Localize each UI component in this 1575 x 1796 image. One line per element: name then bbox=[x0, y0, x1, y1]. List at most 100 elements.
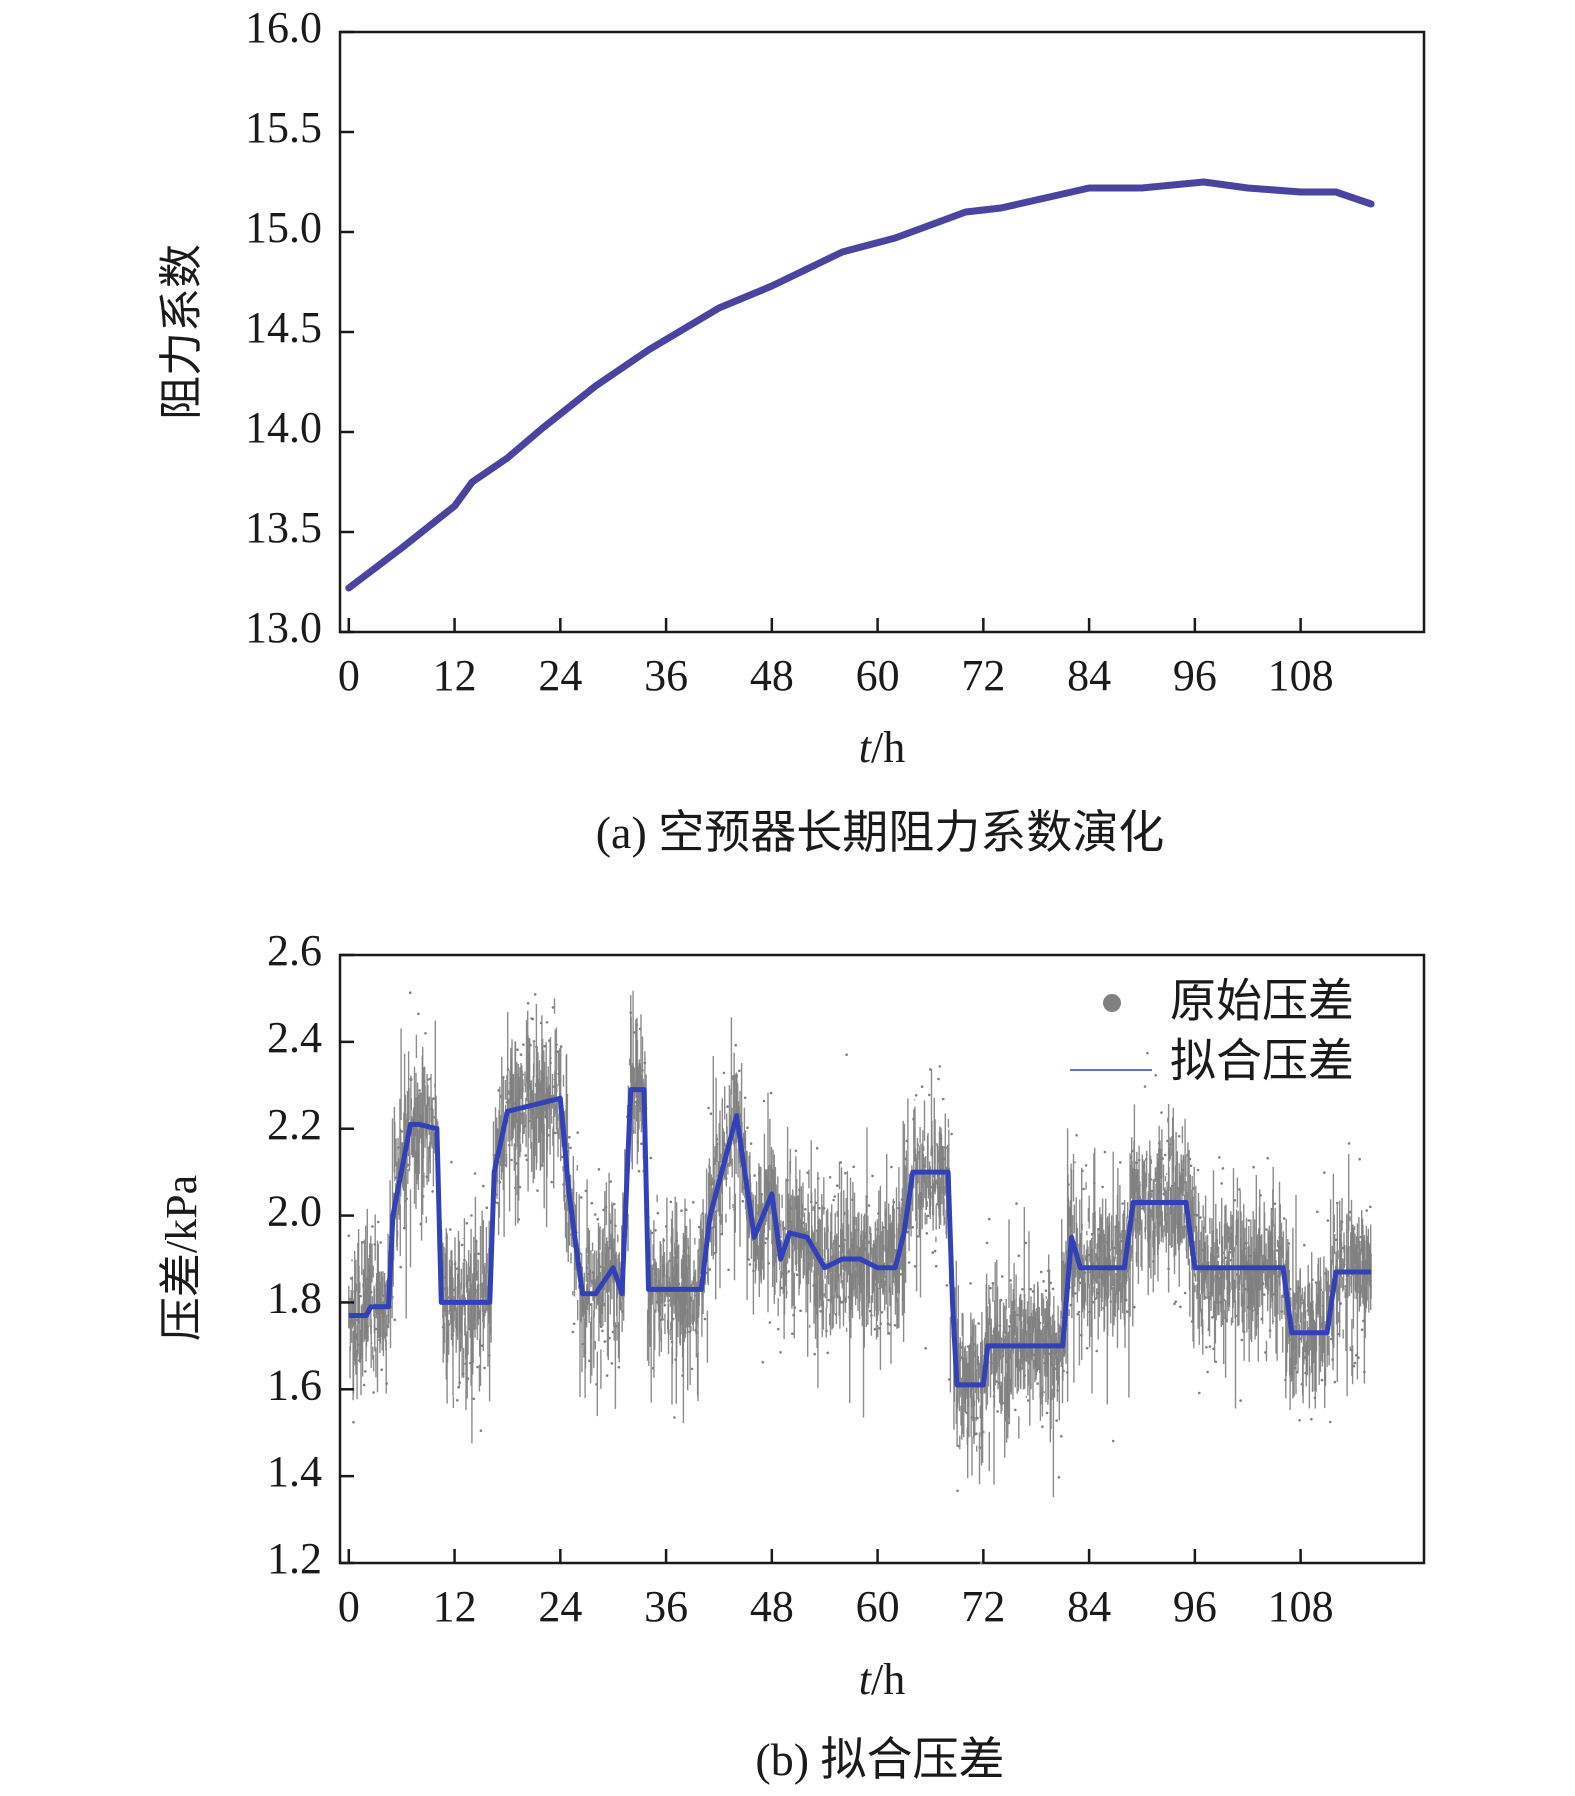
raw-point bbox=[692, 1201, 695, 1204]
raw-point bbox=[1358, 1157, 1361, 1161]
raw-point bbox=[456, 1399, 459, 1402]
raw-point bbox=[753, 1174, 756, 1177]
raw-point bbox=[454, 1267, 458, 1271]
raw-point bbox=[883, 1275, 886, 1278]
raw-point bbox=[510, 1158, 513, 1162]
raw-point bbox=[722, 1071, 726, 1075]
raw-point bbox=[380, 1368, 384, 1371]
raw-point bbox=[1206, 1370, 1209, 1374]
raw-point bbox=[1121, 1202, 1124, 1205]
raw-point bbox=[779, 1351, 782, 1354]
raw-point bbox=[605, 1374, 609, 1377]
raw-point bbox=[640, 1142, 643, 1145]
raw-point bbox=[1036, 1382, 1039, 1385]
raw-point bbox=[374, 1327, 378, 1331]
raw-point bbox=[1161, 1157, 1164, 1160]
raw-point bbox=[517, 1218, 520, 1221]
raw-point bbox=[1146, 1051, 1149, 1055]
raw-point bbox=[1074, 1292, 1077, 1295]
raw-point bbox=[765, 1237, 768, 1240]
raw-point bbox=[787, 1270, 791, 1273]
legend-label-raw: 原始压差 bbox=[1170, 976, 1354, 1027]
raw-point bbox=[1009, 1279, 1012, 1282]
raw-point bbox=[780, 1286, 783, 1290]
y-tick-label: 15.0 bbox=[245, 203, 322, 252]
raw-point bbox=[914, 1094, 918, 1097]
raw-point bbox=[1268, 1329, 1272, 1332]
raw-point bbox=[944, 1146, 947, 1149]
raw-point bbox=[1336, 1201, 1339, 1205]
raw-point bbox=[1273, 1202, 1277, 1205]
raw-point bbox=[842, 1238, 846, 1242]
y-tick-label: 1.8 bbox=[267, 1274, 322, 1323]
raw-point bbox=[424, 1032, 427, 1035]
raw-point bbox=[1170, 1184, 1174, 1188]
x-tick-label: 108 bbox=[1268, 651, 1334, 700]
x-axis-a: 0 12 24 36 48 60 72 84 96 108 bbox=[338, 618, 1334, 700]
raw-point bbox=[631, 1130, 635, 1133]
raw-point bbox=[347, 1234, 351, 1237]
raw-point bbox=[937, 1077, 940, 1081]
raw-point bbox=[371, 1225, 374, 1228]
x-axis-label-b: t/h bbox=[859, 1655, 905, 1704]
raw-point bbox=[1303, 1243, 1306, 1247]
raw-point bbox=[899, 1273, 903, 1276]
raw-point bbox=[735, 1082, 739, 1086]
raw-point bbox=[892, 1200, 896, 1204]
raw-point bbox=[1228, 1250, 1232, 1254]
raw-point bbox=[1133, 1305, 1136, 1309]
raw-point bbox=[405, 1197, 408, 1200]
raw-point bbox=[502, 1076, 505, 1079]
raw-point bbox=[541, 1164, 544, 1167]
raw-point bbox=[463, 1258, 466, 1262]
raw-point bbox=[1087, 1253, 1090, 1257]
raw-point bbox=[1245, 1241, 1248, 1245]
raw-point bbox=[1205, 1346, 1208, 1349]
raw-point bbox=[450, 1160, 453, 1164]
raw-point bbox=[934, 1264, 938, 1268]
raw-point bbox=[911, 1226, 914, 1229]
chart-panel-a: 13.0 13.5 14.0 14.5 15.0 15.5 16.0 0 12 24 36 48 60… bbox=[157, 3, 1426, 858]
raw-point bbox=[1183, 1291, 1187, 1295]
raw-point bbox=[1360, 1328, 1364, 1331]
raw-point bbox=[979, 1561, 983, 1565]
raw-point bbox=[524, 1154, 528, 1157]
raw-point bbox=[746, 1126, 749, 1130]
x-tick-label: 12 bbox=[433, 1582, 477, 1631]
raw-point bbox=[551, 1006, 555, 1009]
raw-point bbox=[561, 1155, 564, 1159]
raw-point bbox=[1328, 1420, 1332, 1424]
raw-point bbox=[1060, 1435, 1063, 1438]
raw-point bbox=[485, 1206, 489, 1209]
raw-point bbox=[1167, 1267, 1170, 1271]
y-tick-label: 2.2 bbox=[267, 1100, 322, 1149]
raw-point bbox=[1001, 1275, 1004, 1278]
raw-point bbox=[1111, 1439, 1115, 1443]
raw-point bbox=[989, 1286, 992, 1290]
raw-point bbox=[1333, 1380, 1337, 1384]
raw-point bbox=[801, 1221, 805, 1225]
raw-point bbox=[1353, 1361, 1357, 1365]
raw-point bbox=[529, 1043, 532, 1047]
raw-point bbox=[1233, 1199, 1236, 1202]
raw-point bbox=[988, 1217, 991, 1221]
y-tick-label: 16.0 bbox=[245, 3, 322, 52]
raw-point bbox=[1038, 1321, 1042, 1325]
raw-point bbox=[1242, 1330, 1246, 1334]
raw-point bbox=[361, 1240, 365, 1244]
raw-point bbox=[1316, 1210, 1319, 1214]
raw-point bbox=[637, 1169, 641, 1173]
raw-point bbox=[996, 1410, 999, 1413]
raw-point bbox=[568, 1135, 571, 1139]
y-tick-label: 1.6 bbox=[267, 1360, 322, 1409]
raw-point bbox=[518, 1185, 522, 1189]
raw-point bbox=[533, 993, 537, 996]
raw-point bbox=[1244, 1287, 1247, 1291]
raw-point bbox=[1287, 1242, 1291, 1245]
y-tick-label: 2.0 bbox=[267, 1187, 322, 1236]
raw-point bbox=[633, 1031, 636, 1034]
raw-point bbox=[522, 1043, 525, 1046]
raw-point bbox=[656, 1211, 660, 1215]
legend-label-fit: 拟合压差 bbox=[1170, 1036, 1354, 1087]
x-tick-label: 60 bbox=[856, 1582, 900, 1631]
